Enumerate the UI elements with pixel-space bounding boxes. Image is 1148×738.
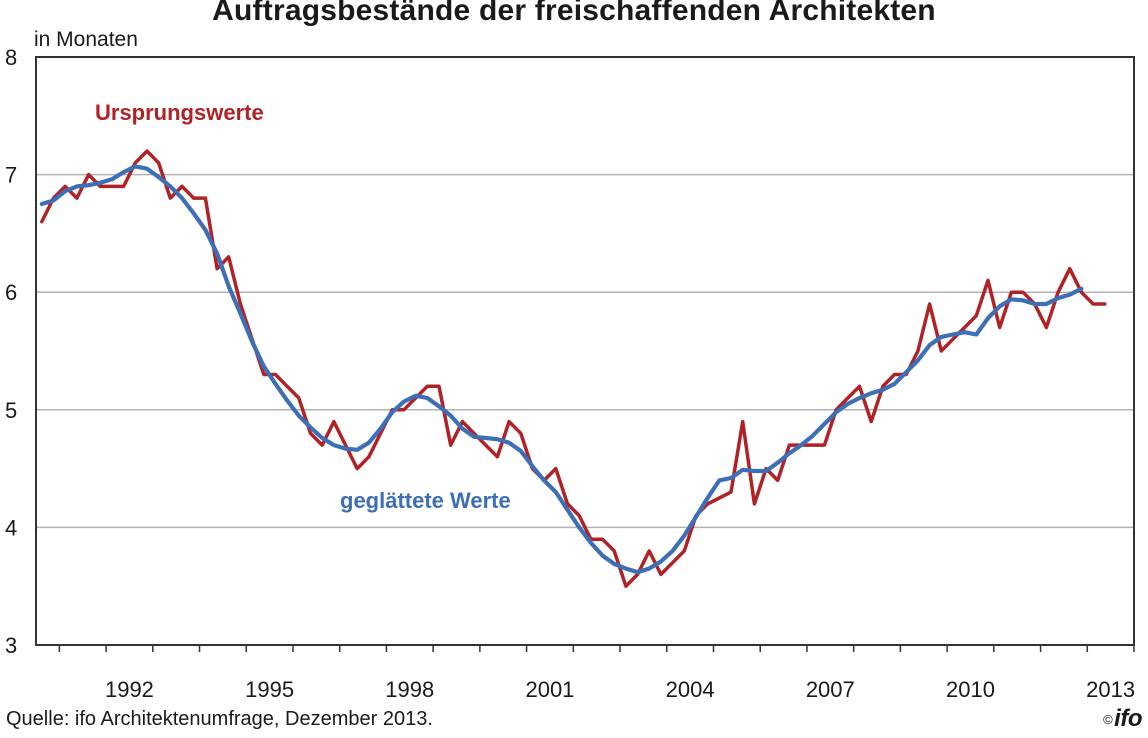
chart-title: Auftragsbestände der freischaffenden Arc… xyxy=(212,0,936,27)
x-tick-label-1995: 1995 xyxy=(245,677,294,702)
series-label-ursprungswerte: Ursprungswerte xyxy=(95,100,264,125)
source-note: Quelle: ifo Architektenumfrage, Dezember… xyxy=(6,708,433,730)
x-tick-label-2013: 2013 xyxy=(1086,677,1135,702)
x-tick-label-2004: 2004 xyxy=(666,677,715,702)
ifo-logo: ©ifo xyxy=(1103,705,1142,733)
series-line-ursprungswerte xyxy=(40,149,1107,588)
y-tick-label-3: 3 xyxy=(5,633,17,658)
y-axis-label: in Monaten xyxy=(34,28,138,51)
y-tick-label-4: 4 xyxy=(5,515,17,540)
copyright-symbol: © xyxy=(1103,712,1113,727)
grid-layer xyxy=(36,173,1134,529)
y-tick-label-7: 7 xyxy=(5,163,17,188)
y-tick-label-6: 6 xyxy=(5,280,17,305)
plot-border xyxy=(35,56,1135,646)
x-tick-label-2010: 2010 xyxy=(946,677,995,702)
x-tick-label-1992: 1992 xyxy=(105,677,154,702)
x-tick-label-1998: 1998 xyxy=(385,677,434,702)
series-label-geglaettete-werte: geglättete Werte xyxy=(340,488,511,513)
logo-text: ifo xyxy=(1114,705,1142,732)
x-tick-label-2001: 2001 xyxy=(525,677,574,702)
tick-layer: 3 4 5 6 7 8 1992 1995 1998 2001 2004 2007 2010 2013 xyxy=(5,45,1135,702)
plot-frame xyxy=(35,56,1135,646)
series-layer xyxy=(39,149,1107,588)
x-tick-label-2007: 2007 xyxy=(806,677,855,702)
series-line-geglaettete-werte xyxy=(39,164,1084,575)
y-tick-label-8: 8 xyxy=(5,45,17,70)
y-tick-label-5: 5 xyxy=(5,398,17,423)
